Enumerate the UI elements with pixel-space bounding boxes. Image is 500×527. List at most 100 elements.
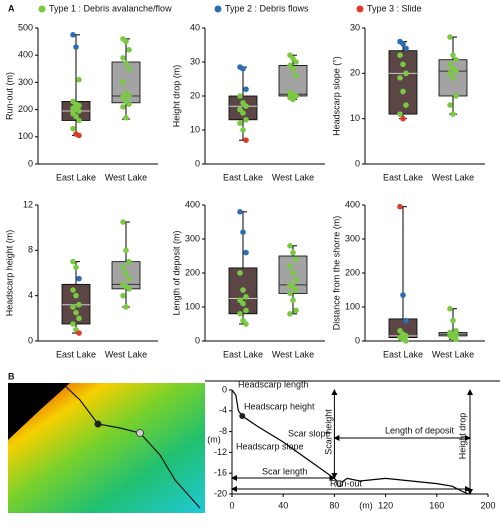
y-axis-label: Length of deposit (m) bbox=[171, 230, 181, 315]
x-tick-label: 40 bbox=[278, 500, 288, 510]
x-tick-label: East Lake bbox=[383, 349, 423, 359]
data-point bbox=[126, 286, 132, 292]
y-tick-label: -4 bbox=[219, 405, 227, 415]
data-point bbox=[290, 297, 296, 304]
annotation: Scar length bbox=[262, 466, 308, 476]
data-point bbox=[123, 114, 129, 121]
data-point bbox=[243, 117, 249, 123]
y-tick-label: 30 bbox=[350, 22, 360, 32]
box bbox=[61, 283, 91, 325]
x-tick-label: 0 bbox=[229, 500, 234, 510]
y-tick-label: 0 bbox=[355, 335, 360, 345]
data-point bbox=[447, 70, 453, 77]
annotation: Headscarp slope bbox=[236, 441, 304, 451]
data-point bbox=[76, 330, 82, 336]
data-point bbox=[287, 263, 293, 270]
data-point bbox=[73, 113, 79, 120]
y-tick-label: 40 bbox=[190, 22, 200, 32]
data-point bbox=[293, 287, 299, 293]
data-point bbox=[400, 292, 406, 298]
y-tick-label: -12 bbox=[214, 447, 227, 457]
data-point bbox=[450, 317, 456, 324]
panel-label: A bbox=[8, 3, 15, 13]
annotation: Scar height bbox=[323, 409, 333, 455]
data-point bbox=[123, 38, 129, 45]
data-point bbox=[123, 247, 129, 254]
data-point bbox=[73, 264, 79, 271]
data-point bbox=[290, 270, 296, 276]
data-point bbox=[243, 294, 249, 300]
x-axis-label: (m) bbox=[359, 500, 373, 510]
y-tick-label: 200 bbox=[18, 104, 33, 114]
data-point bbox=[403, 102, 409, 108]
data-point bbox=[240, 110, 246, 116]
y-axis-label: Headscarp slope (°) bbox=[331, 56, 341, 136]
box bbox=[111, 61, 141, 104]
data-point bbox=[403, 70, 409, 77]
x-tick-label: East Lake bbox=[223, 172, 263, 182]
x-tick-label: 160 bbox=[429, 500, 444, 510]
data-point bbox=[76, 132, 82, 139]
data-point bbox=[76, 102, 82, 109]
annotation: Headscarp length bbox=[238, 379, 309, 389]
annotation: Scar slope bbox=[288, 428, 331, 438]
data-point bbox=[120, 292, 126, 299]
panel-label: B bbox=[8, 371, 15, 381]
y-tick-label: -20 bbox=[214, 488, 227, 498]
y-tick-label: 0 bbox=[195, 335, 200, 345]
y-tick-label: 20 bbox=[190, 90, 200, 100]
y-axis-label: Distance from the shorre (m) bbox=[331, 216, 341, 331]
x-tick-label: West Lake bbox=[432, 349, 474, 359]
data-point bbox=[237, 120, 243, 126]
x-tick-label: East Lake bbox=[223, 349, 263, 359]
y-tick-label: 300 bbox=[185, 233, 200, 243]
annotation: Headscarp height bbox=[244, 401, 315, 411]
data-point bbox=[403, 45, 409, 52]
data-point bbox=[126, 275, 132, 282]
y-tick-label: 0 bbox=[195, 158, 200, 168]
headscarp-point bbox=[239, 413, 246, 419]
data-point bbox=[400, 88, 406, 95]
data-point bbox=[400, 41, 406, 47]
x-tick-label: West Lake bbox=[272, 349, 314, 359]
data-point bbox=[123, 270, 129, 276]
data-point bbox=[450, 75, 456, 81]
data-point bbox=[237, 93, 243, 99]
y-tick-label: 400 bbox=[18, 50, 33, 60]
data-point bbox=[243, 137, 249, 143]
data-point bbox=[73, 292, 79, 299]
data-point bbox=[76, 76, 82, 83]
y-axis-label: (m) bbox=[207, 434, 221, 444]
y-tick-label: 300 bbox=[345, 233, 360, 243]
data-point bbox=[70, 287, 76, 293]
box bbox=[228, 95, 258, 121]
y-tick-label: -8 bbox=[219, 426, 227, 436]
y-tick-label: 0 bbox=[28, 335, 33, 345]
x-tick-label: East Lake bbox=[56, 349, 96, 359]
y-tick-label: 100 bbox=[345, 301, 360, 311]
y-tick-label: 100 bbox=[185, 301, 200, 311]
x-tick-label: 80 bbox=[329, 500, 339, 510]
legend-label: Type 1 : Debris avalanche/flow bbox=[49, 3, 172, 13]
y-axis-label: Headscarp height (m) bbox=[4, 230, 14, 317]
data-point bbox=[240, 287, 246, 293]
legend-marker bbox=[38, 5, 46, 13]
data-point bbox=[400, 115, 406, 122]
legend-label: Type 2 : Debris flows bbox=[225, 3, 309, 13]
data-point bbox=[123, 60, 129, 67]
data-point bbox=[403, 317, 409, 324]
y-tick-label: -16 bbox=[214, 468, 227, 478]
y-tick-label: 20 bbox=[350, 68, 360, 78]
y-tick-label: 500 bbox=[18, 22, 33, 32]
map bbox=[8, 382, 205, 513]
data-point bbox=[290, 249, 296, 256]
y-tick-label: 4 bbox=[28, 290, 33, 300]
y-tick-label: 10 bbox=[350, 113, 360, 123]
y-tick-label: 300 bbox=[18, 77, 33, 87]
box bbox=[388, 50, 418, 115]
data-point bbox=[126, 66, 132, 72]
data-point bbox=[453, 336, 459, 343]
data-point bbox=[243, 249, 249, 256]
data-point bbox=[453, 56, 459, 63]
